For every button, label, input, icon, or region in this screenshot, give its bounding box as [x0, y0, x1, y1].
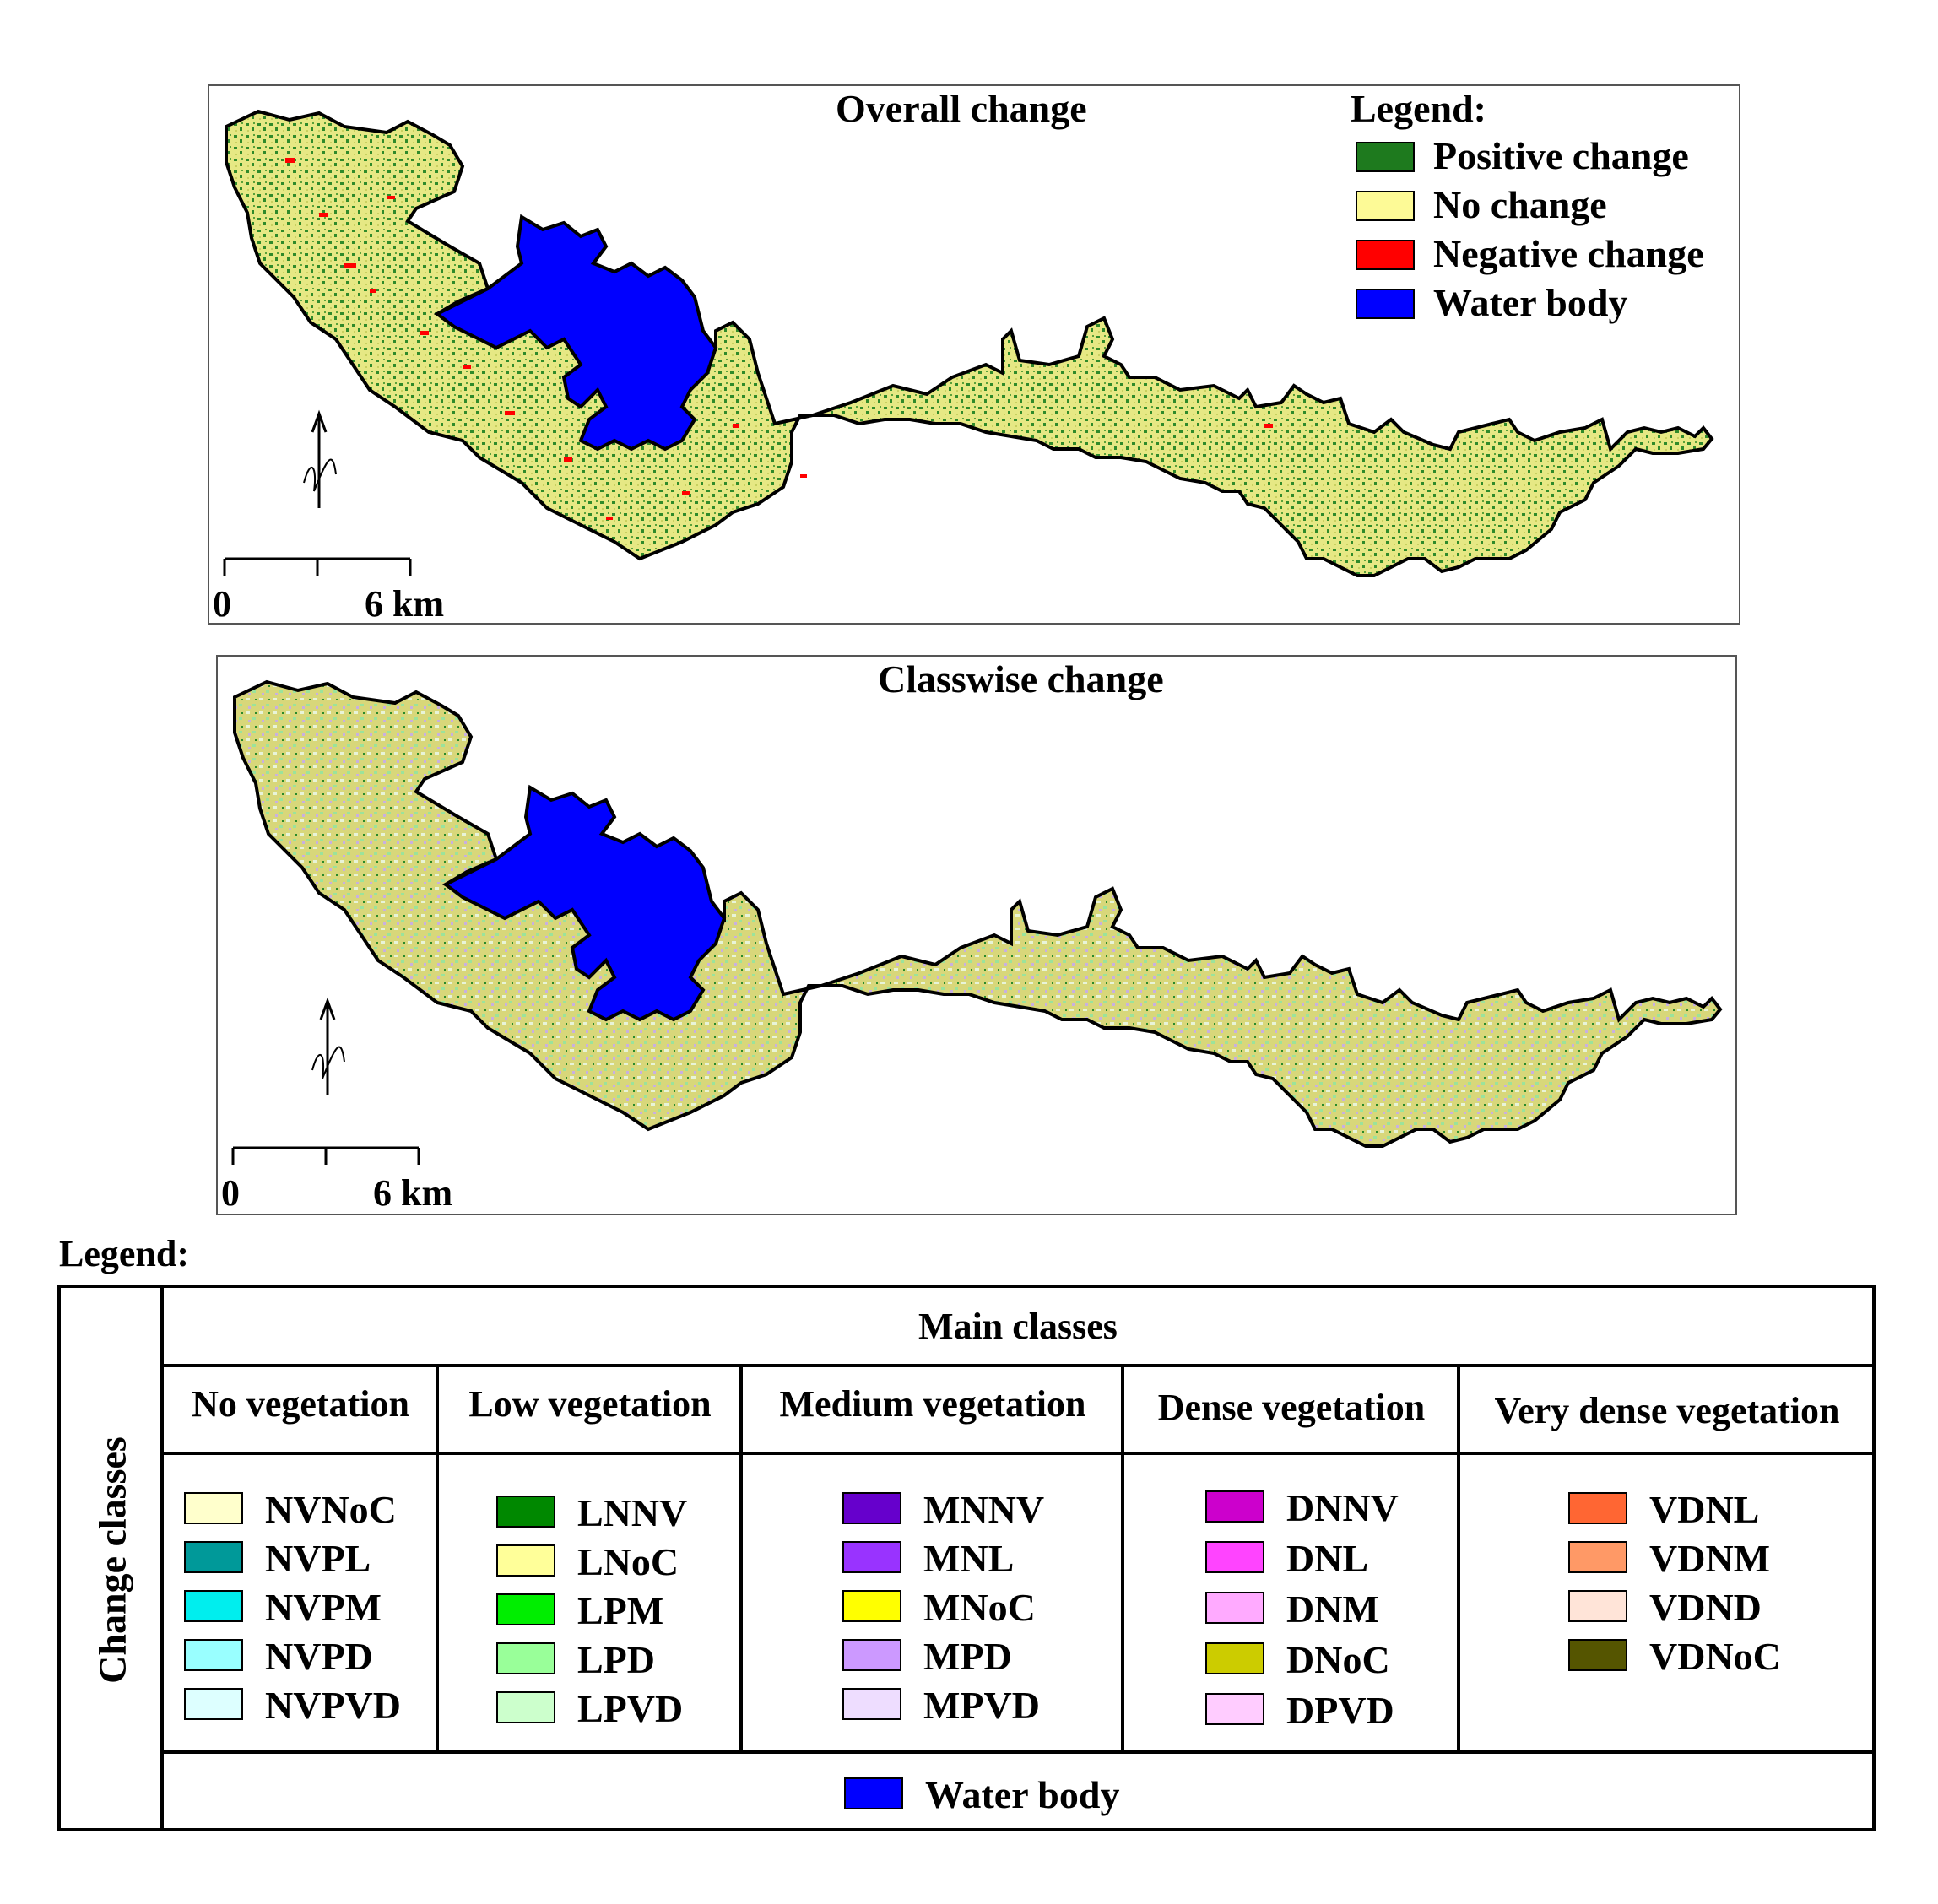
legend-label: LPVD: [577, 1687, 684, 1730]
scale-bar: [231, 1146, 420, 1165]
scale-end-label: 6 km: [365, 583, 445, 625]
overall-change-map-panel: Overall change 0 6 km Legend: Positive c…: [208, 84, 1740, 625]
legend-label: VDNL: [1649, 1488, 1760, 1531]
legend-label: Negative change: [1433, 232, 1704, 275]
legend-swatch: [1568, 1541, 1627, 1573]
water-body-shape: [442, 784, 727, 1022]
legend-label: No change: [1433, 183, 1607, 226]
change-class-legend-table: Change classes Main classes No vegetatio…: [57, 1285, 1876, 1831]
legend-label: MPVD: [923, 1684, 1040, 1727]
legend-label: Water body: [1433, 281, 1628, 324]
legend-label: NVNoC: [265, 1488, 397, 1531]
study-area-shape: [225, 109, 1714, 577]
scale-bar: [223, 557, 412, 576]
legend-swatch: [844, 1777, 903, 1809]
legend-label: MPD: [923, 1635, 1012, 1678]
legend-swatch: [1205, 1693, 1264, 1725]
legend-swatch: [1568, 1492, 1627, 1524]
legend-label: LNoC: [577, 1540, 679, 1583]
legend-swatch: [1205, 1642, 1264, 1674]
legend-label: NVPD: [265, 1635, 373, 1678]
legend-swatch: [842, 1639, 901, 1671]
legend-label: DPVD: [1286, 1689, 1394, 1732]
water-body-shape: [434, 214, 718, 452]
legend-swatch: [184, 1541, 243, 1573]
legend-label: VDNoC: [1649, 1635, 1781, 1678]
legend-swatch: [842, 1492, 901, 1524]
legend-swatch: [496, 1496, 555, 1528]
legend-swatch: [184, 1639, 243, 1671]
legend-label: DNL: [1286, 1537, 1369, 1580]
classwise-change-map: [231, 679, 1723, 1165]
main-classes-header: Main classes: [918, 1306, 1118, 1347]
legend-swatch: [496, 1691, 555, 1723]
group-header-very-dense-vegetation: Very dense vegetation: [1494, 1390, 1840, 1431]
legend-swatch: [184, 1492, 243, 1524]
group-header-medium-vegetation: Medium vegetation: [779, 1383, 1086, 1425]
north-arrow: [303, 409, 337, 508]
legend-label: LNNV: [577, 1491, 688, 1534]
legend-label: NVPL: [265, 1537, 371, 1580]
legend-label: VDNM: [1649, 1537, 1771, 1580]
overall-change-map: [223, 109, 1714, 577]
overall-map-title: Overall change: [836, 87, 1087, 130]
scale-end-label: 6 km: [373, 1172, 453, 1214]
legend-swatch: [496, 1593, 555, 1625]
study-area-shape: [233, 679, 1723, 1148]
legend-swatch: [184, 1590, 243, 1622]
legend-swatch: [842, 1688, 901, 1720]
legend-swatch: [1205, 1541, 1264, 1573]
overall-legend-title: Legend:: [1351, 87, 1486, 130]
legend-label: MNNV: [923, 1488, 1045, 1531]
legend-label: DNNV: [1286, 1486, 1399, 1529]
legend-swatch: [184, 1688, 243, 1720]
legend-label: DNoC: [1286, 1638, 1390, 1681]
legend-label: MNoC: [923, 1586, 1036, 1629]
legend-swatch: [1356, 289, 1415, 319]
classwise-change-map-panel: Classwise change 0 6 km: [216, 655, 1737, 1215]
group-header-no-vegetation: No vegetation: [192, 1383, 409, 1425]
legend-label: MNL: [923, 1537, 1015, 1580]
change-classes-header: Change classes: [90, 1436, 134, 1684]
legend-swatch: [1205, 1490, 1264, 1523]
legend-swatch: [1356, 142, 1415, 172]
legend-swatch: [1205, 1592, 1264, 1624]
classwise-map-title: Classwise change: [878, 657, 1164, 700]
group-header-dense-vegetation: Dense vegetation: [1157, 1387, 1426, 1428]
legend-table-heading: Legend:: [59, 1233, 189, 1274]
scale-start-label: 0: [213, 583, 231, 625]
negative-change-patches: [285, 158, 1273, 520]
legend-swatch: [1356, 240, 1415, 270]
legend-swatch: [842, 1590, 901, 1622]
legend-swatch: [1568, 1639, 1627, 1671]
legend-label: VDND: [1649, 1586, 1762, 1629]
legend-swatch: [496, 1544, 555, 1577]
legend-table-grid: [57, 1285, 1876, 1831]
north-arrow: [311, 997, 345, 1095]
legend-swatch: [1356, 191, 1415, 221]
legend-label: NVPM: [265, 1586, 382, 1629]
legend-swatch: [496, 1642, 555, 1674]
legend-label: LPM: [577, 1589, 664, 1632]
legend-label: NVPVD: [265, 1684, 401, 1727]
scale-start-label: 0: [221, 1172, 240, 1214]
legend-label: DNM: [1286, 1588, 1379, 1631]
legend-label: LPD: [577, 1638, 655, 1681]
legend-label: Positive change: [1433, 134, 1689, 177]
legend-swatch: [1568, 1590, 1627, 1622]
group-header-low-vegetation: Low vegetation: [468, 1383, 712, 1425]
legend-label: Water body: [925, 1773, 1120, 1816]
legend-swatch: [842, 1541, 901, 1573]
